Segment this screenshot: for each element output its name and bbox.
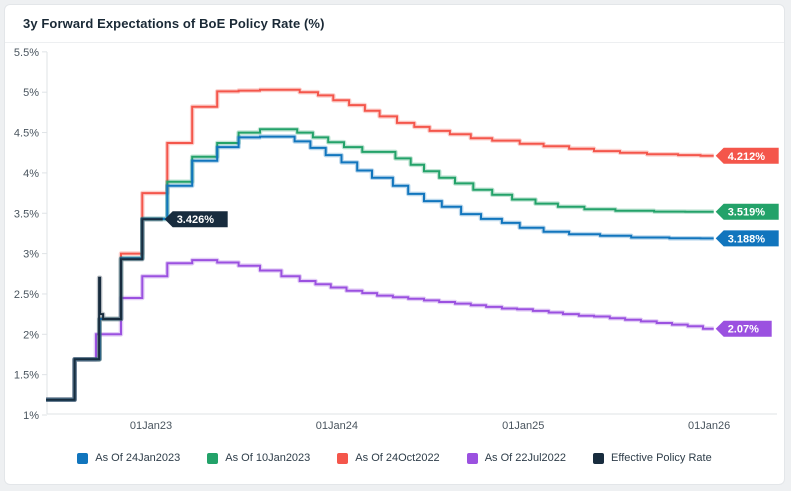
end-label-effective-policy-rate: 3.426% <box>164 211 228 228</box>
y-tick-label: 1.5% <box>14 370 39 382</box>
y-tick-label: 2% <box>23 329 39 341</box>
series-line-effective-policy-rate <box>46 218 163 401</box>
y-tick-label: 2.5% <box>14 289 39 301</box>
end-label-value: 2.07% <box>728 324 759 336</box>
series-halo-effective-policy-rate <box>46 216 163 402</box>
legend-item-as-of-10jan2023[interactable]: As Of 10Jan2023 <box>207 452 310 464</box>
end-label-as-of-22jul2022: 2.07% <box>715 320 772 337</box>
legend-swatch-icon <box>593 452 605 464</box>
end-label-value: 4.212% <box>728 151 766 163</box>
end-label-tag <box>715 203 779 220</box>
series-line-as-of-24oct2022 <box>46 88 714 401</box>
end-label-value: 3.519% <box>728 207 766 219</box>
series-halo-as-of-22jul2022 <box>46 257 714 402</box>
series-halo-as-of-24jan2023 <box>46 134 714 402</box>
end-label-tag <box>715 147 779 164</box>
end-label-tag <box>715 320 772 337</box>
end-label-value: 3.188% <box>728 233 766 245</box>
y-tick-label: 4% <box>23 168 39 180</box>
end-label-as-of-10jan2023: 3.519% <box>715 203 779 220</box>
end-label-as-of-24oct2022: 4.212% <box>715 147 779 164</box>
legend-label: As Of 24Jan2023 <box>95 452 181 464</box>
legend-item-as-of-22jul2022[interactable]: As Of 22Jul2022 <box>466 452 567 464</box>
y-tick-label: 1% <box>23 410 39 422</box>
y-tick-label: 4.5% <box>14 128 39 140</box>
x-tick-label: 01Jan25 <box>502 420 544 432</box>
series-line-as-of-24jan2023 <box>46 135 714 401</box>
x-tick-label: 01Jan23 <box>130 420 172 432</box>
legend-item-as-of-24jan2023[interactable]: As Of 24Jan2023 <box>77 452 180 464</box>
end-label-value: 3.426% <box>177 214 215 226</box>
y-tick-label: 3.5% <box>14 208 39 220</box>
legend-swatch-icon <box>337 452 349 464</box>
legend-label: Effective Policy Rate <box>611 452 712 464</box>
y-tick-label: 5.5% <box>14 47 39 59</box>
chart-header: 3y Forward Expectations of BoE Policy Ra… <box>5 5 784 43</box>
end-label-tag <box>164 211 228 228</box>
series-line-as-of-10jan2023 <box>46 128 714 401</box>
legend-item-as-of-24oct2022[interactable]: As Of 24Oct2022 <box>337 452 440 464</box>
y-tick-label: 3% <box>23 249 39 261</box>
end-label-tag <box>715 230 779 247</box>
chart-legend: As Of 24Jan2023 As Of 10Jan2023 As Of 24Oc… <box>5 452 784 464</box>
legend-swatch-icon <box>466 452 478 464</box>
legend-label: As Of 10Jan2023 <box>225 452 311 464</box>
series-halo-as-of-24oct2022 <box>46 87 714 402</box>
series-halo-as-of-10jan2023 <box>46 127 714 402</box>
chart-title: 3y Forward Expectations of BoE Policy Ra… <box>23 16 325 31</box>
end-label-as-of-24jan2023: 3.188% <box>715 230 779 247</box>
y-tick-label: 5% <box>23 87 39 99</box>
legend-label: As Of 24Oct2022 <box>355 452 440 464</box>
chart-plot: 1% 1.5% 2% 2.5% 3% 3.5% 4% 4.5% 5% 5.5% 01Jan23 01J… <box>14 47 779 432</box>
series-line-as-of-22jul2022 <box>46 259 714 401</box>
legend-swatch-icon <box>77 452 89 464</box>
chart-card: 3y Forward Expectations of BoE Policy Ra… <box>4 4 785 485</box>
legend-swatch-icon <box>207 452 219 464</box>
legend-label: As Of 22Jul2022 <box>484 452 567 464</box>
legend-item-effective-policy-rate[interactable]: Effective Policy Rate <box>593 452 712 464</box>
x-tick-label: 01Jan26 <box>688 420 730 432</box>
x-tick-label: 01Jan24 <box>316 420 358 432</box>
